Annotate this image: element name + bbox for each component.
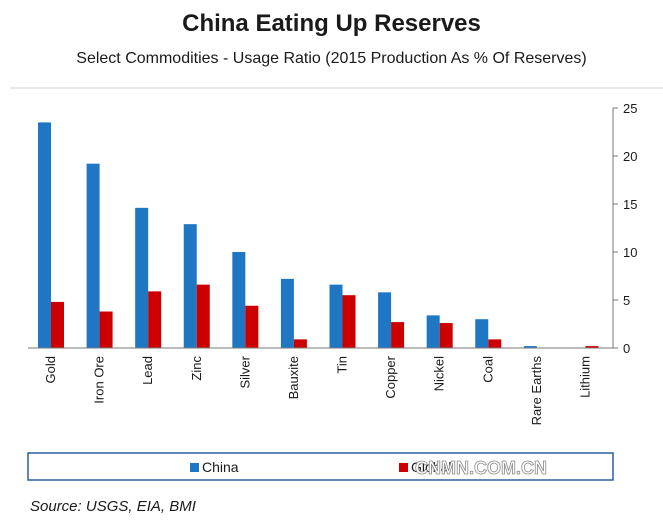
legend-box <box>27 452 614 481</box>
legend-swatch-china <box>190 463 199 472</box>
x-tick-label: Copper <box>383 355 398 398</box>
bar-china-tin <box>329 284 343 348</box>
bar-china-copper <box>378 292 392 348</box>
x-tick-label: Bauxite <box>286 356 301 399</box>
bar-global-copper <box>391 322 405 348</box>
bar-global-zinc <box>196 284 210 348</box>
x-tick-label: Silver <box>237 355 252 388</box>
bar-global-bauxite <box>293 339 307 348</box>
watermark-text: CNMN.COM.CN <box>415 458 547 478</box>
bar-china-bauxite <box>280 278 294 348</box>
y-tick-label: 0 <box>623 341 630 356</box>
bar-global-silver <box>245 305 259 348</box>
bar-china-rare-earths <box>523 346 537 348</box>
y-tick-label: 20 <box>623 149 637 164</box>
x-tick-label: Nickel <box>432 356 447 392</box>
x-tick-label: Iron Ore <box>92 356 107 404</box>
y-tick-label: 5 <box>623 293 630 308</box>
bar-global-lead <box>148 291 162 348</box>
chart-subtitle: Select Commodities - Usage Ratio (2015 P… <box>76 50 587 67</box>
x-tick-label: Gold <box>43 356 58 383</box>
source-note: Source: USGS, EIA, BMI <box>30 498 196 515</box>
bar-china-nickel <box>426 315 440 348</box>
axes-group: Gold Iron Ore Lead Zinc Silver Bauxite Tin Copp… <box>28 101 637 425</box>
bar-global-iron-ore <box>99 311 113 348</box>
legend-swatch-global <box>399 463 408 472</box>
x-tick-label: Tin <box>335 356 350 374</box>
bar-china-coal <box>475 319 489 348</box>
bar-china-lead <box>135 207 149 348</box>
x-tick-label: Lead <box>140 356 155 385</box>
legend-label-global: Global <box>411 459 451 475</box>
bar-global-gold <box>51 301 64 348</box>
y-tick-label: 10 <box>623 245 637 260</box>
bar-china-zinc <box>183 224 197 348</box>
legend-label-china: China <box>202 459 239 475</box>
bar-global-lithium <box>585 346 599 348</box>
bar-china-gold <box>38 122 51 349</box>
chart-title: China Eating Up Reserves <box>182 10 481 37</box>
bars-group <box>38 122 599 349</box>
x-tick-label: Coal <box>480 356 495 383</box>
y-tick-label: 15 <box>623 197 637 212</box>
x-tick-label: Rare Earths <box>529 356 544 426</box>
bar-china-iron-ore <box>86 163 100 348</box>
y-tick-label: 25 <box>623 101 637 116</box>
bar-china-silver <box>232 252 246 348</box>
x-tick-label: Zinc <box>189 356 204 381</box>
bar-global-nickel <box>439 323 453 348</box>
x-tick-label: Lithium <box>577 356 592 398</box>
bar-global-coal <box>488 339 502 348</box>
bar-global-tin <box>342 295 356 348</box>
